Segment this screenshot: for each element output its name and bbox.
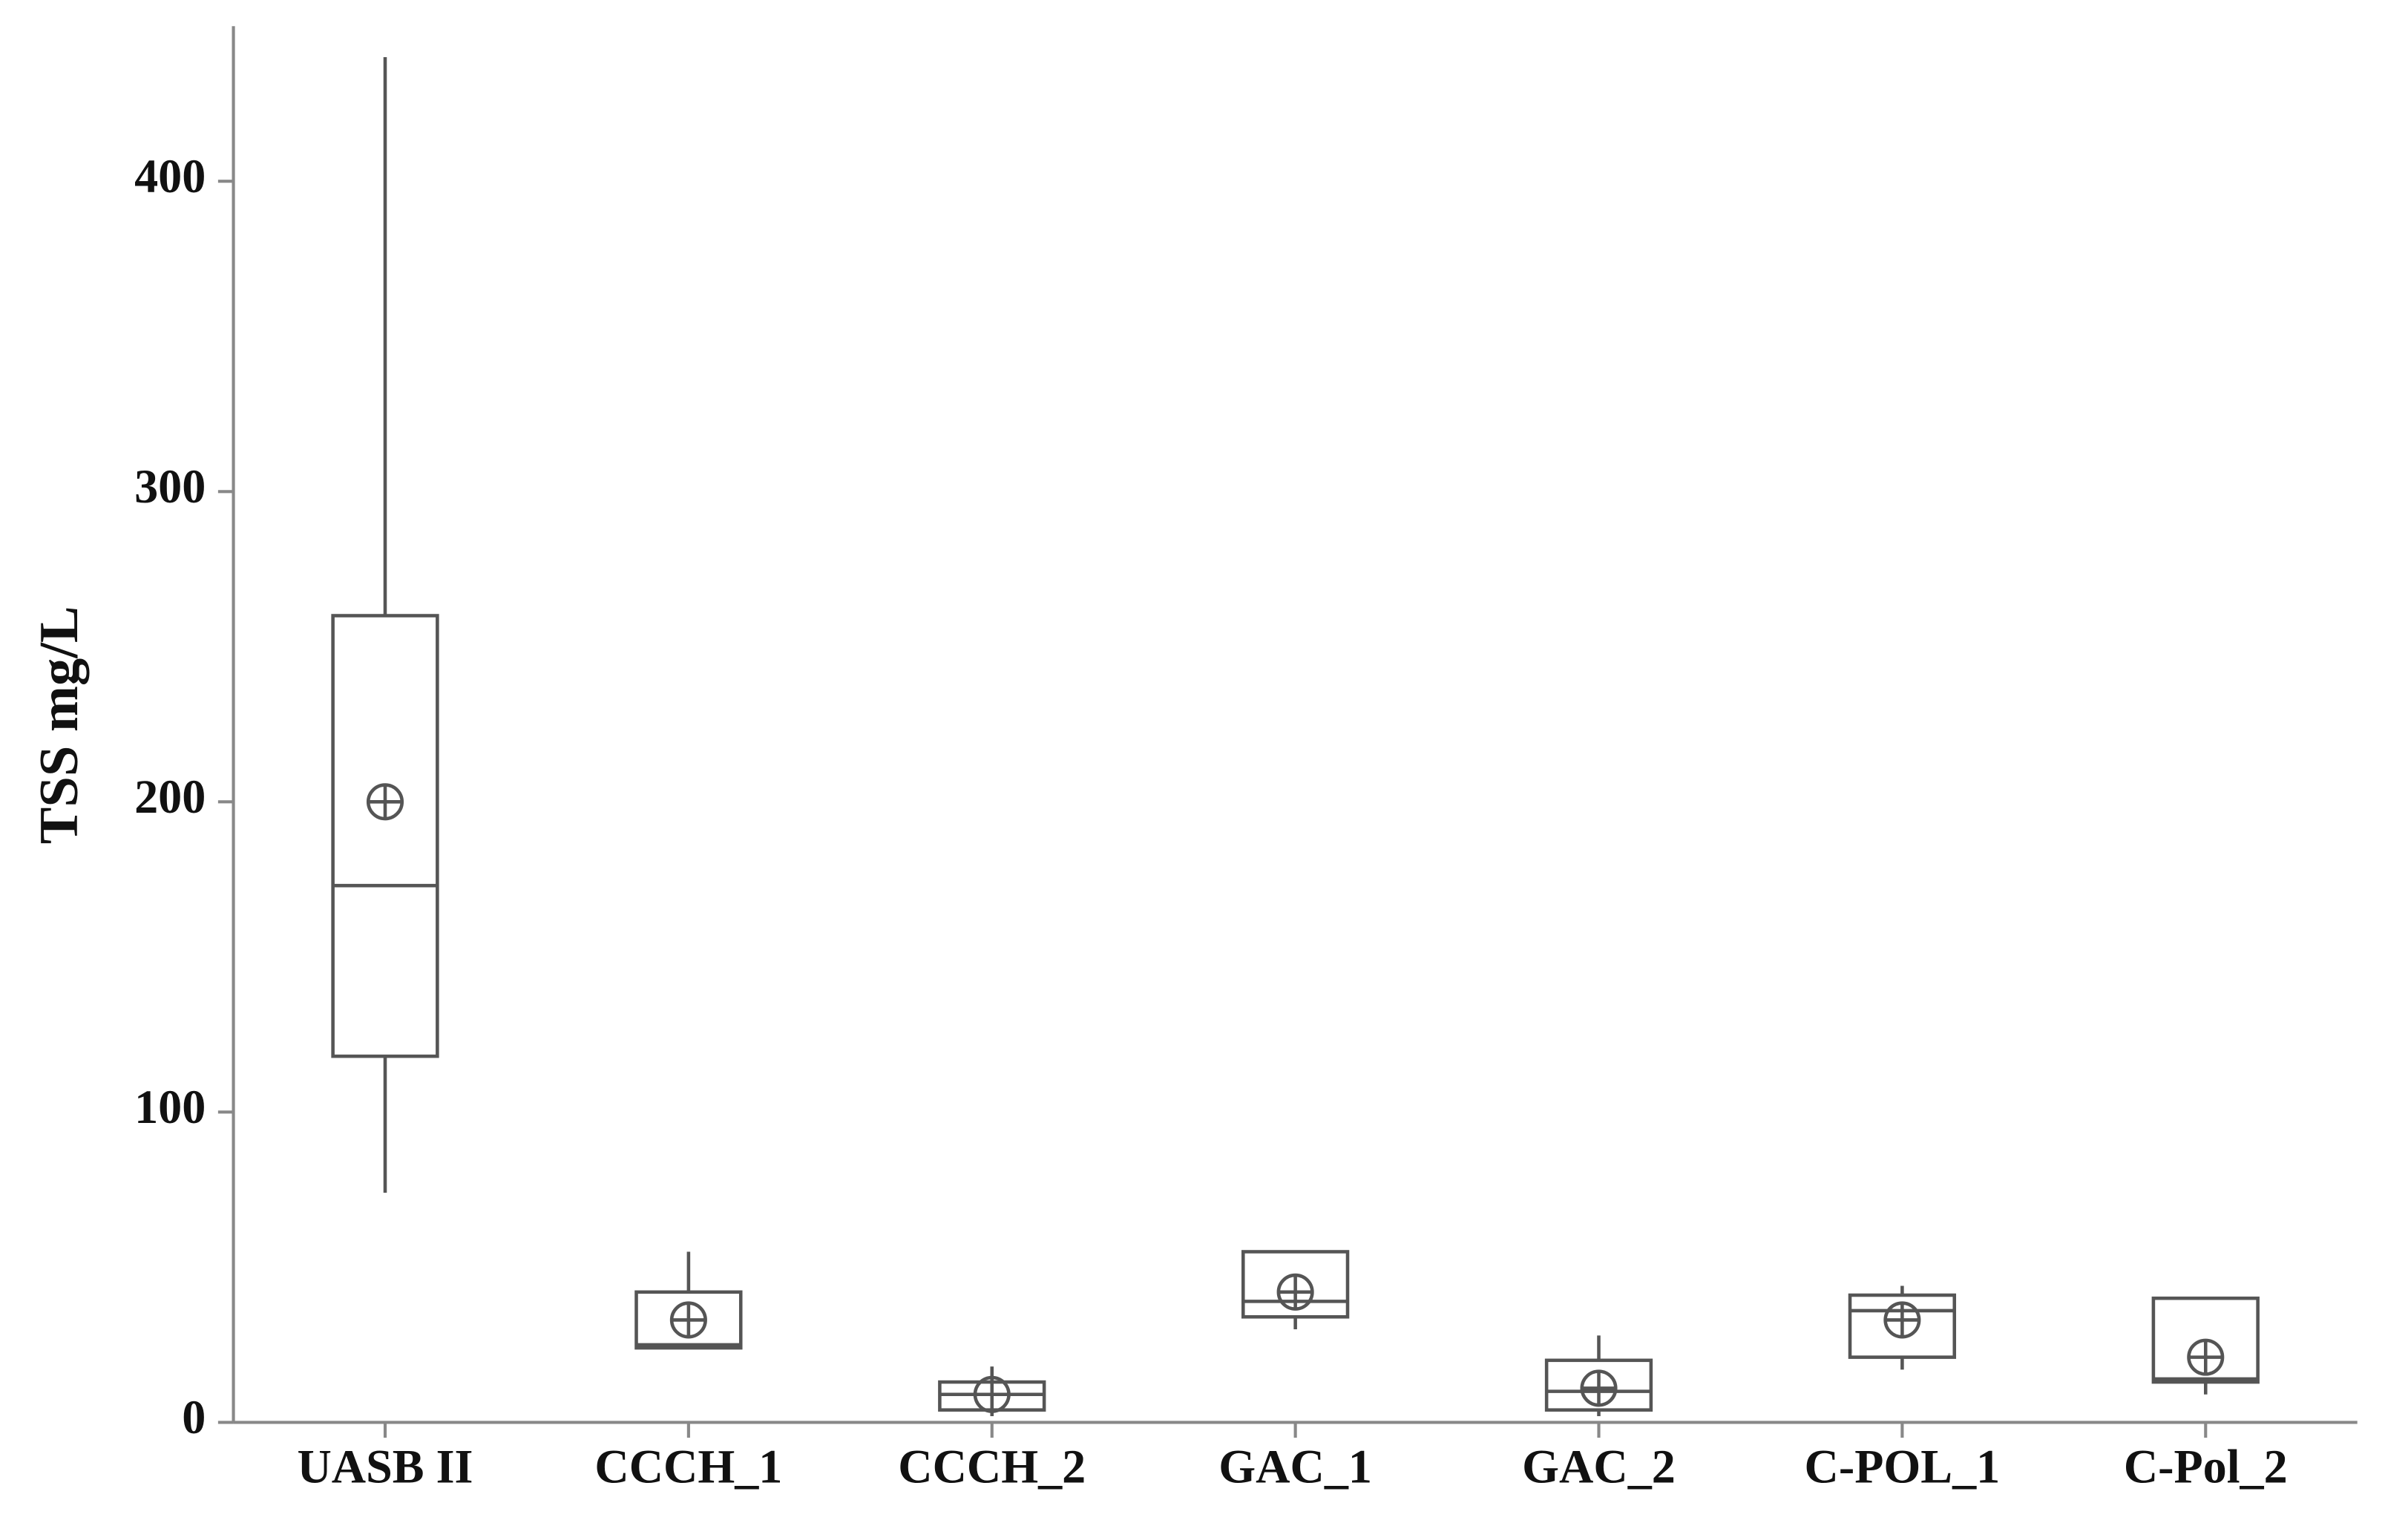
box	[331, 614, 439, 1058]
y-tick-label: 200	[134, 770, 206, 823]
x-tick-label: CCCH_1	[594, 1440, 782, 1493]
box	[1848, 1293, 1957, 1359]
y-tick-label: 300	[134, 460, 206, 513]
y-tick-label: 0	[182, 1391, 206, 1444]
x-tick-label: GAC_1	[1218, 1440, 1372, 1493]
box	[634, 1290, 743, 1350]
y-tick-label: 100	[134, 1081, 206, 1133]
y-tick-label: 400	[134, 150, 206, 203]
x-tick-label: GAC_2	[1522, 1440, 1676, 1493]
box	[1544, 1358, 1653, 1412]
box	[2151, 1296, 2260, 1384]
box	[1241, 1250, 1350, 1319]
x-tick-label: CCCH_2	[898, 1440, 1086, 1493]
x-tick-label: C-POL_1	[1805, 1440, 2001, 1493]
x-tick-label: UASB II	[297, 1440, 473, 1493]
x-tick-label: C-Pol_2	[2124, 1440, 2288, 1493]
y-axis-label: TSS mg/L	[29, 606, 90, 844]
